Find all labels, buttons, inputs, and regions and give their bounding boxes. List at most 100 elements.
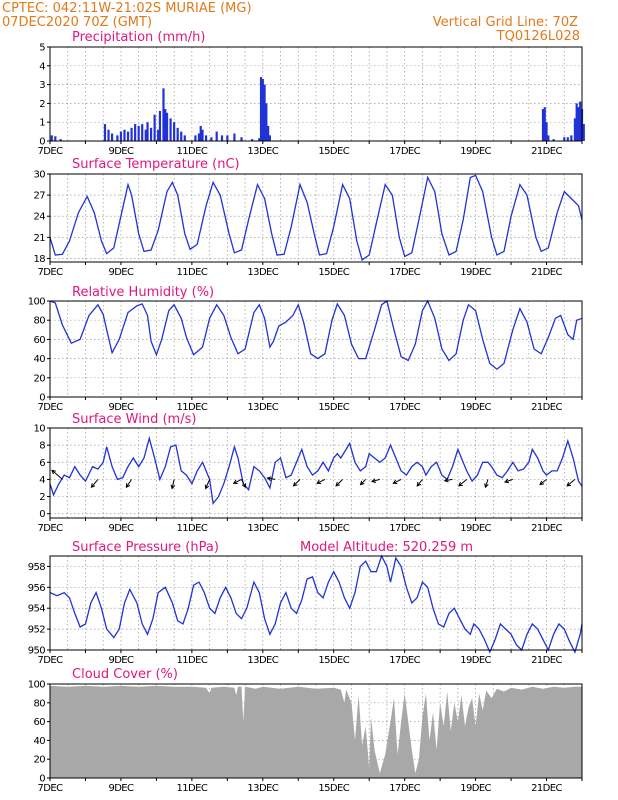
temperature-frame xyxy=(49,173,583,263)
precipitation-bar xyxy=(582,124,585,141)
cloud-cover-date-label: 21DEC xyxy=(531,783,562,794)
precipitation-date-label: 11DEC xyxy=(176,146,207,157)
precipitation-bar xyxy=(134,124,137,141)
pressure-ytick-label: 954 xyxy=(28,604,46,615)
temperature-date-label: 7DEC xyxy=(38,267,64,278)
precipitation-bar xyxy=(545,122,548,141)
precipitation-ytick-label: 0 xyxy=(39,137,45,148)
wind-series-line xyxy=(49,435,583,505)
humidity-date-label: 13DEC xyxy=(247,402,278,413)
pressure-title: Surface Pressure (hPa) xyxy=(72,540,219,555)
wind-arrow xyxy=(359,479,367,486)
wind-ytick-label: 4 xyxy=(39,475,45,486)
precipitation-bar xyxy=(107,129,110,141)
header-model: TQ0126L028 xyxy=(496,29,580,44)
cloud-cover-title: Cloud Cover (%) xyxy=(72,667,178,682)
humidity-series-line xyxy=(49,299,583,371)
temperature-ytick-label: 18 xyxy=(33,254,45,265)
precipitation-title: Precipitation (mm/h) xyxy=(72,30,205,45)
wind-panel: Surface Wind (m/s) 0 2 4 6 8 10 7DEC 9DEC 11DEC 1… xyxy=(33,412,583,534)
wind-arrow xyxy=(51,469,63,480)
precipitation-bar xyxy=(119,131,123,141)
precipitation-bar xyxy=(158,110,162,141)
pressure-date-label: 17DEC xyxy=(389,655,420,666)
wind-arrow xyxy=(566,479,576,487)
precipitation-bar xyxy=(153,114,156,141)
precipitation-bar xyxy=(573,118,577,141)
precipitation-ytick-label: 4 xyxy=(39,61,45,72)
precipitation-bar xyxy=(226,135,229,141)
wind-ytick-label: 10 xyxy=(33,424,45,435)
precipitation-bar xyxy=(123,129,126,141)
cloud-cover-ytick-label: 20 xyxy=(33,755,45,766)
precipitation-bar xyxy=(103,124,107,141)
cloud-cover-date-label: 19DEC xyxy=(460,783,491,794)
wind-date-label: 19DEC xyxy=(460,523,491,534)
precipitation-frame xyxy=(49,46,583,142)
precipitation-bar xyxy=(541,109,545,141)
precipitation-bar xyxy=(50,135,53,141)
cloud-cover-date-label: 9DEC xyxy=(108,783,134,794)
precipitation-bar xyxy=(126,131,130,141)
cloud-cover-date-label: 15DEC xyxy=(318,783,349,794)
pressure-ytick-label: 958 xyxy=(28,562,46,573)
precipitation-date-label: 9DEC xyxy=(108,146,134,157)
cloud-cover-ytick-label: 0 xyxy=(39,774,45,785)
wind-date-label: 11DEC xyxy=(176,523,207,534)
humidity-date-label: 17DEC xyxy=(389,402,420,413)
pressure-date-label: 15DEC xyxy=(318,655,349,666)
wind-ytick-label: 6 xyxy=(39,458,45,469)
precipitation-bar xyxy=(157,129,160,141)
precipitation-bar xyxy=(180,131,183,141)
cloud-cover-ytick-label: 100 xyxy=(28,680,46,691)
precipitation-bar xyxy=(59,139,62,141)
precipitation-bar xyxy=(146,122,149,141)
precipitation-bar xyxy=(162,88,165,141)
cloud-cover-ytick-label: 80 xyxy=(33,698,45,709)
temperature-date-label: 21DEC xyxy=(531,267,562,278)
wind-arrow xyxy=(370,478,380,483)
temperature-ytick-label: 27 xyxy=(33,191,45,202)
header-run-date: 07DEC2020 70Z (GMT) xyxy=(2,15,152,30)
temperature-ytick-label: 30 xyxy=(33,170,45,181)
wind-ytick-label: 8 xyxy=(39,441,45,452)
cloud-cover-area xyxy=(50,685,582,778)
cloud-cover-panel: Cloud Cover (%) 0 20 40 60 80 100 7DEC 9DEC 11DE… xyxy=(28,667,583,794)
temperature-panel: Surface Temperature (nC) 18 21 24 27 30 7DEC 9… xyxy=(33,157,583,278)
precipitation-ytick-label: 2 xyxy=(39,99,45,110)
precipitation-bar xyxy=(563,137,566,141)
model-altitude: Model Altitude: 520.259 m xyxy=(300,540,473,555)
wind-arrow xyxy=(392,478,402,484)
precipitation-bar xyxy=(176,127,179,141)
precipitation-bar xyxy=(183,135,186,141)
wind-date-label: 15DEC xyxy=(318,523,349,534)
pressure-ytick-label: 952 xyxy=(28,625,46,636)
pressure-date-label: 19DEC xyxy=(460,655,491,666)
precipitation-bar xyxy=(199,125,202,141)
wind-date-label: 13DEC xyxy=(247,523,278,534)
wind-arrow xyxy=(204,479,211,490)
precipitation-date-label: 19DEC xyxy=(460,146,491,157)
wind-ytick-label: 0 xyxy=(39,509,45,520)
precipitation-ytick-label: 3 xyxy=(39,80,45,91)
pressure-date-label: 11DEC xyxy=(176,655,207,666)
wind-arrow xyxy=(416,479,423,487)
wind-date-label: 21DEC xyxy=(531,523,562,534)
header-station: CPTEC: 042:11W-21:02S MURIAE (MG) xyxy=(2,1,252,16)
precipitation-bar xyxy=(201,129,204,141)
humidity-ytick-label: 0 xyxy=(39,393,45,404)
precipitation-bar xyxy=(265,103,268,141)
precipitation-bar xyxy=(579,101,582,141)
temperature-ytick-label: 21 xyxy=(33,233,45,244)
wind-arrow xyxy=(125,479,133,489)
pressure-series-line xyxy=(49,554,583,654)
cloud-cover-ytick-label: 40 xyxy=(33,736,45,747)
temperature-series-line xyxy=(49,174,583,261)
wind-title: Surface Wind (m/s) xyxy=(72,412,196,427)
wind-arrow xyxy=(503,478,513,484)
precipitation-bar xyxy=(566,137,569,141)
wind-arrow xyxy=(458,479,468,487)
precipitation-panel: Precipitation (mm/h) 0 1 2 3 4 5 7DEC 9DEC 11DEC… xyxy=(38,30,585,157)
wind-arrow xyxy=(266,476,276,481)
wind-arrow xyxy=(90,479,99,488)
